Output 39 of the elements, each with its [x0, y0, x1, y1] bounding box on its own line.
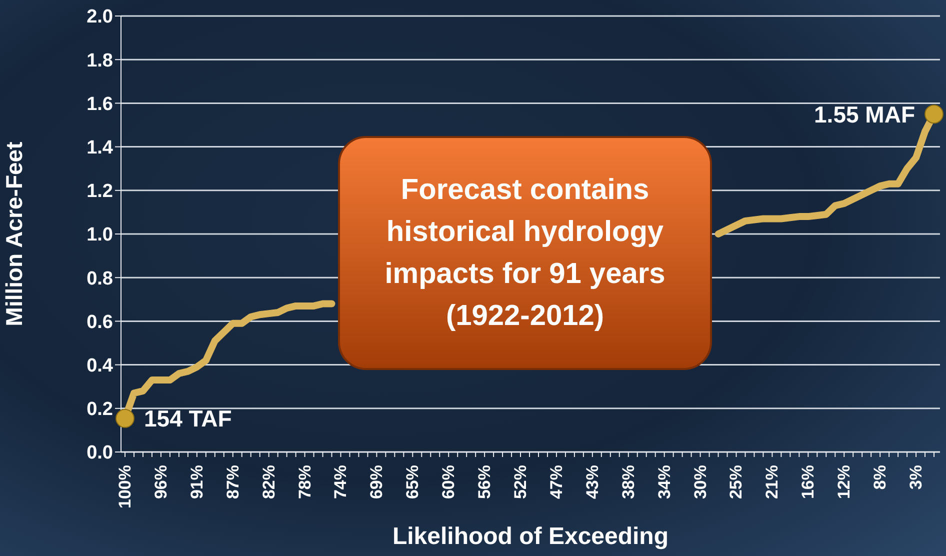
x-tick-label: 74%: [331, 465, 350, 500]
x-tick-label: 47%: [546, 465, 566, 500]
x-tick-label: 65%: [403, 465, 422, 500]
x-tick-label: 43%: [582, 465, 602, 500]
x-axis-title: Likelihood of Exceeding: [392, 523, 669, 550]
x-tick-label: 3%: [906, 465, 926, 490]
y-tick-label: 0.4: [86, 356, 114, 377]
x-tick-label: 25%: [726, 465, 746, 500]
x-tick-label: 38%: [618, 465, 638, 500]
x-tick-label: 82%: [259, 465, 278, 500]
x-tick-label: 78%: [295, 465, 314, 500]
x-tick-label: 16%: [798, 465, 818, 500]
x-tick-label: 100%: [116, 465, 134, 508]
y-tick-label: 2.0: [86, 6, 113, 28]
x-tick-label: 60%: [439, 465, 458, 500]
x-tick-label: 96%: [151, 465, 170, 500]
x-tick-label: 30%: [690, 465, 710, 500]
y-tick-label: 1.8: [86, 50, 113, 72]
annotation: 154 TAF: [144, 406, 232, 432]
x-tick-label: 69%: [367, 465, 386, 500]
x-tick-label: 34%: [654, 465, 674, 500]
y-tick-label: 0.0: [86, 442, 113, 464]
y-tick-label: 0.8: [86, 268, 113, 290]
y-tick-label: 1.2: [86, 181, 113, 202]
y-tick-label: 1.4: [86, 138, 114, 159]
x-tick-label: 56%: [475, 465, 494, 500]
x-tick-label: 12%: [834, 465, 854, 500]
annotation: 1.55 MAF: [814, 101, 915, 128]
x-tick-label: 87%: [223, 465, 242, 500]
x-tick-label: 52%: [511, 465, 530, 500]
annotation: Forecast contains historical hydrology impacts for 91 years (1922-2012): [384, 173, 666, 334]
y-tick-label: 0.2: [86, 399, 113, 420]
x-tick-label: 8%: [870, 465, 890, 490]
y-tick-label: 1.6: [86, 94, 113, 115]
x-tick-label: 21%: [762, 465, 782, 500]
y-axis-title: Million Acre-Feet: [1, 141, 28, 326]
x-tick-label: 91%: [187, 465, 206, 500]
y-tick-label: 0.6: [86, 312, 113, 333]
y-tick-label: 1.0: [86, 224, 113, 246]
